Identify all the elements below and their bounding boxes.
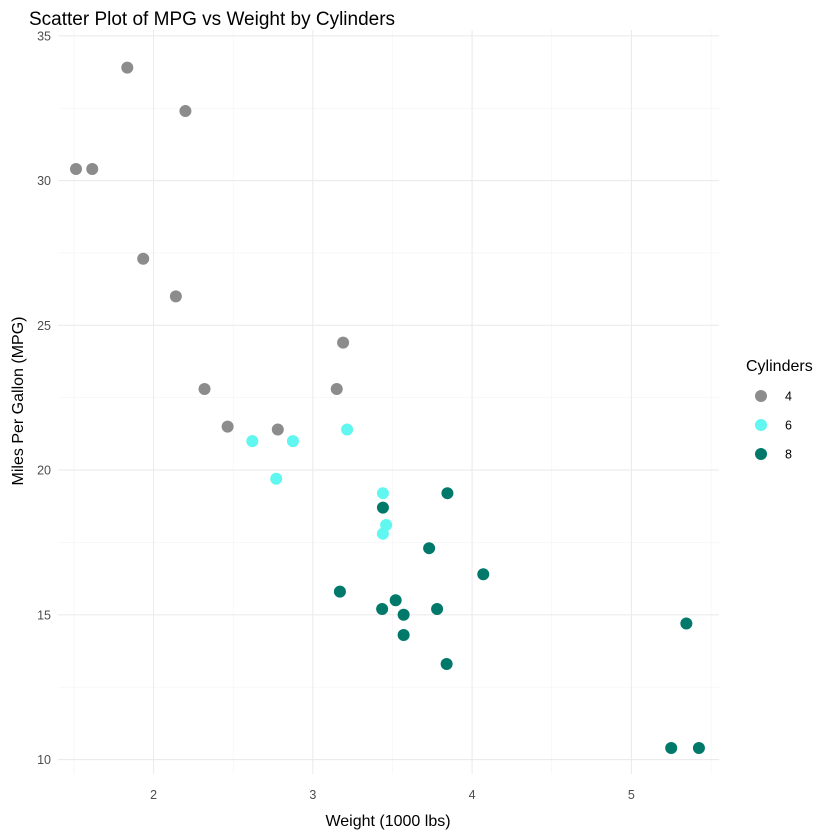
x-axis-title: Weight (1000 lbs) (325, 813, 450, 830)
data-point-cyl-6 (246, 435, 259, 448)
data-point-cyl-8 (333, 585, 346, 598)
legend-key-cyl-6 (755, 419, 767, 431)
data-point-cyl-4 (179, 105, 192, 118)
data-point-cyl-4 (271, 423, 284, 436)
data-point-cyl-6 (376, 487, 389, 500)
y-axis-ticks: 10 15 20 25 30 35 (37, 29, 51, 767)
x-tick-label: 2 (150, 788, 157, 802)
x-tick-label: 5 (628, 788, 635, 802)
data-point-cyl-4 (330, 382, 343, 395)
data-point-cyl-8 (692, 741, 705, 754)
data-point-cyl-8 (477, 568, 490, 581)
y-tick-label: 30 (37, 174, 51, 188)
data-point-cyl-4 (86, 162, 99, 175)
data-point-cyl-8 (376, 602, 389, 615)
data-point-cyl-4 (337, 336, 350, 349)
data-point-cyl-8 (680, 617, 693, 630)
data-point-cyl-8 (441, 487, 454, 500)
y-tick-label: 35 (37, 29, 51, 43)
data-point-cyl-6 (286, 435, 299, 448)
x-axis-ticks: 2 3 4 5 (150, 788, 635, 802)
y-tick-label: 15 (37, 608, 51, 622)
x-tick-label: 4 (469, 788, 476, 802)
data-point-cyl-8 (376, 501, 389, 514)
data-point-cyl-8 (440, 657, 453, 670)
data-point-cyl-6 (341, 423, 354, 436)
legend-label-cyl-6: 6 (785, 419, 792, 433)
y-tick-label: 25 (37, 319, 51, 333)
data-point-cyl-8 (397, 608, 410, 621)
data-point-cyl-8 (665, 741, 678, 754)
y-tick-label: 10 (37, 753, 51, 767)
chart-title: Scatter Plot of MPG vs Weight by Cylinde… (29, 9, 395, 30)
legend-label-cyl-4: 4 (785, 390, 792, 404)
legend-label-cyl-8: 8 (785, 448, 792, 462)
data-point-cyl-6 (376, 527, 389, 540)
y-tick-label: 20 (37, 464, 51, 478)
data-point-cyl-8 (397, 629, 410, 642)
data-point-cyl-4 (137, 252, 150, 265)
legend-key-cyl-4 (755, 390, 767, 402)
x-tick-label: 3 (309, 788, 316, 802)
grid (58, 30, 719, 774)
y-axis-title: Miles Per Gallon (MPG) (10, 317, 27, 486)
data-point-cyl-4 (121, 61, 134, 74)
legend: Cylinders 4 6 8 (746, 358, 813, 462)
data-point-cyl-8 (423, 542, 436, 555)
data-point-cyl-8 (389, 594, 402, 607)
data-point-cyl-4 (169, 290, 182, 303)
legend-key-cyl-8 (755, 448, 767, 460)
data-point-cyl-6 (270, 472, 283, 485)
legend-title: Cylinders (746, 358, 813, 375)
data-point-cyl-4 (69, 162, 82, 175)
data-point-cyl-4 (198, 382, 211, 395)
data-points (69, 61, 705, 754)
data-point-cyl-4 (221, 420, 234, 433)
data-point-cyl-8 (431, 602, 444, 615)
